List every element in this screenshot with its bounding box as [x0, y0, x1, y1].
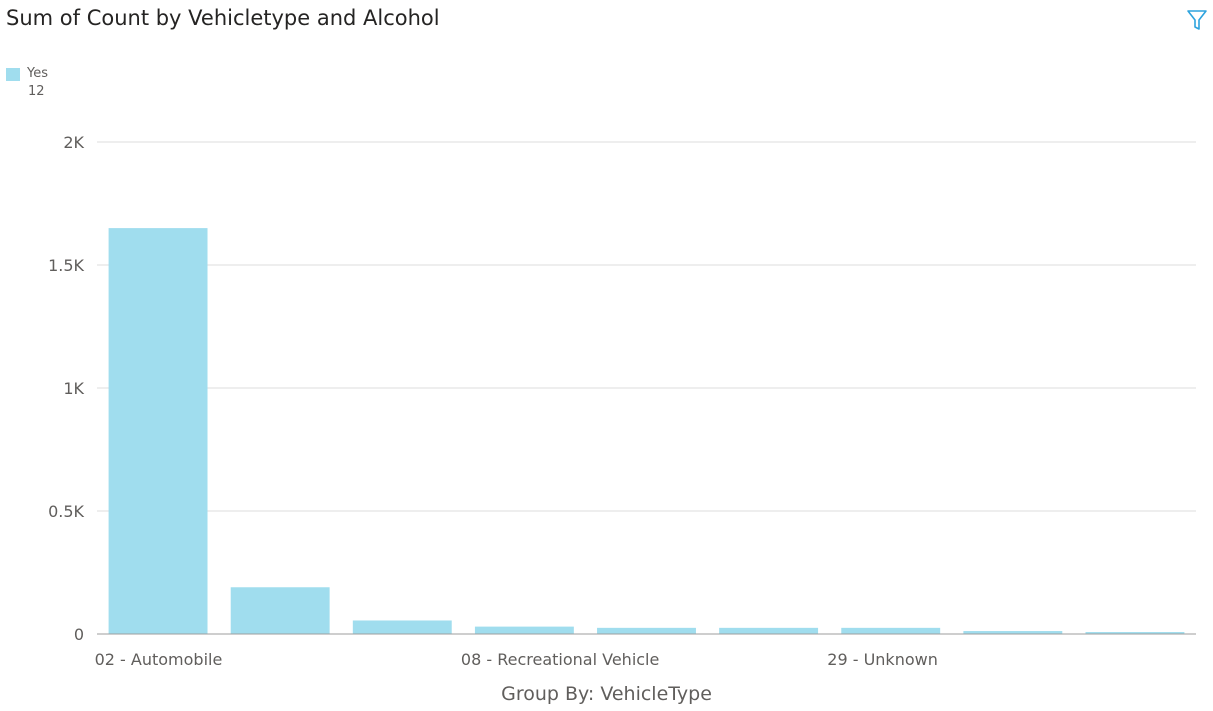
x-tick-label: 29 - Unknown: [827, 650, 938, 669]
legend-swatch: [6, 67, 20, 81]
y-axis-ticks: 0 0.5K 1K 1.5K 2K: [48, 133, 84, 644]
x-axis-title: Group By: VehicleType: [501, 683, 712, 705]
bar[interactable]: [108, 228, 208, 634]
gridlines: [97, 141, 1196, 512]
legend-value: 12: [28, 84, 45, 99]
y-tick-label: 0.5K: [48, 502, 84, 521]
y-tick-label: 2K: [63, 133, 84, 152]
bar[interactable]: [719, 627, 819, 634]
legend-label: Yes: [27, 66, 48, 81]
bar[interactable]: [597, 627, 696, 634]
bar[interactable]: [1085, 632, 1185, 634]
y-tick-label: 0: [74, 625, 84, 644]
legend: Yes 12: [6, 66, 48, 100]
bar[interactable]: [230, 587, 330, 634]
x-tick-label: 08 - Recreational Vehicle: [461, 650, 659, 669]
filter-icon[interactable]: [1186, 8, 1208, 32]
y-tick-label: 1.5K: [48, 256, 84, 275]
legend-item-yes[interactable]: Yes: [6, 66, 48, 82]
bars: [108, 228, 1185, 634]
chart-title: Sum of Count by Vehicletype and Alcohol: [6, 6, 440, 30]
y-tick-label: 1K: [63, 379, 84, 398]
bar[interactable]: [474, 626, 574, 634]
bar[interactable]: [963, 631, 1063, 634]
bar[interactable]: [841, 627, 941, 634]
x-tick-label: 02 - Automobile: [95, 650, 223, 669]
bar[interactable]: [352, 620, 452, 634]
x-axis-ticks: 02 - Automobile 08 - Recreational Vehicle…: [95, 650, 938, 669]
